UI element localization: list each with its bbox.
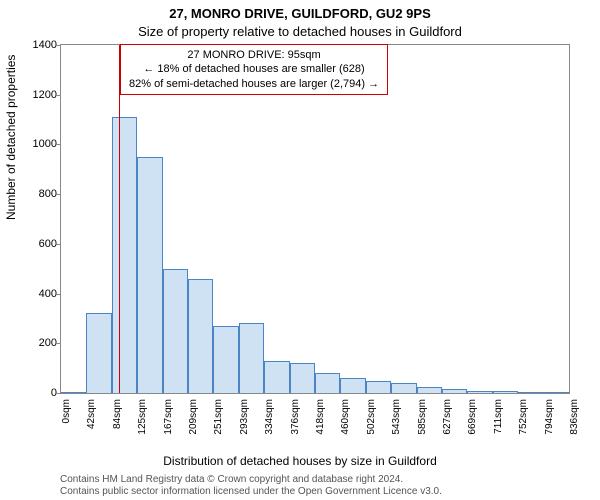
histogram-bar [366,381,391,393]
footer-line1: Contains HM Land Registry data © Crown c… [60,474,442,486]
y-tick-label: 1200 [17,89,57,101]
y-tick-mark [56,294,61,295]
histogram-bar [163,269,188,393]
y-tick-label: 0 [17,387,57,399]
histogram-bar [340,378,365,393]
y-tick-mark [56,144,61,145]
y-tick-label: 1000 [17,138,57,150]
histogram-bar [137,157,162,393]
y-tick-mark [56,45,61,46]
histogram-bar [61,392,86,393]
y-tick-label: 400 [17,288,57,300]
histogram-bar [264,361,289,393]
x-axis-label: Distribution of detached houses by size … [0,454,600,468]
annotation-line3: 82% of semi-detached houses are larger (… [129,77,379,91]
footer-text: Contains HM Land Registry data © Crown c… [60,474,442,498]
histogram-bar [86,313,111,393]
y-axis-label: Number of detached properties [4,55,18,220]
histogram-bar [188,279,213,393]
y-tick-mark [56,95,61,96]
y-tick-label: 1400 [17,39,57,51]
plot-area: 02004006008001000120014000sqm42sqm84sqm1… [60,44,570,394]
annotation-line2: ← 18% of detached houses are smaller (62… [129,62,379,76]
histogram-bar [442,389,467,393]
chart-container: 27, MONRO DRIVE, GUILDFORD, GU2 9PS Size… [0,0,600,500]
y-tick-mark [56,244,61,245]
property-marker-line [119,45,120,393]
annotation-box: 27 MONRO DRIVE: 95sqm ← 18% of detached … [120,44,388,95]
annotation-line1: 27 MONRO DRIVE: 95sqm [129,48,379,62]
histogram-bar [493,391,518,393]
chart-title-address: 27, MONRO DRIVE, GUILDFORD, GU2 9PS [0,6,600,21]
y-tick-mark [56,343,61,344]
histogram-bar [391,383,416,393]
footer-line2: Contains public sector information licen… [60,486,442,498]
histogram-bar [467,391,492,393]
histogram-bar [315,373,340,393]
histogram-bar [213,326,238,393]
y-tick-label: 800 [17,188,57,200]
y-tick-mark [56,393,61,394]
histogram-bar [239,323,264,393]
chart-title-subtitle: Size of property relative to detached ho… [0,24,600,39]
histogram-bar [290,363,315,393]
y-tick-label: 600 [17,238,57,250]
histogram-bar [417,387,442,393]
histogram-bar [112,117,137,393]
y-tick-label: 200 [17,337,57,349]
histogram-bar [518,392,543,393]
y-tick-mark [56,194,61,195]
histogram-bar [544,392,569,393]
